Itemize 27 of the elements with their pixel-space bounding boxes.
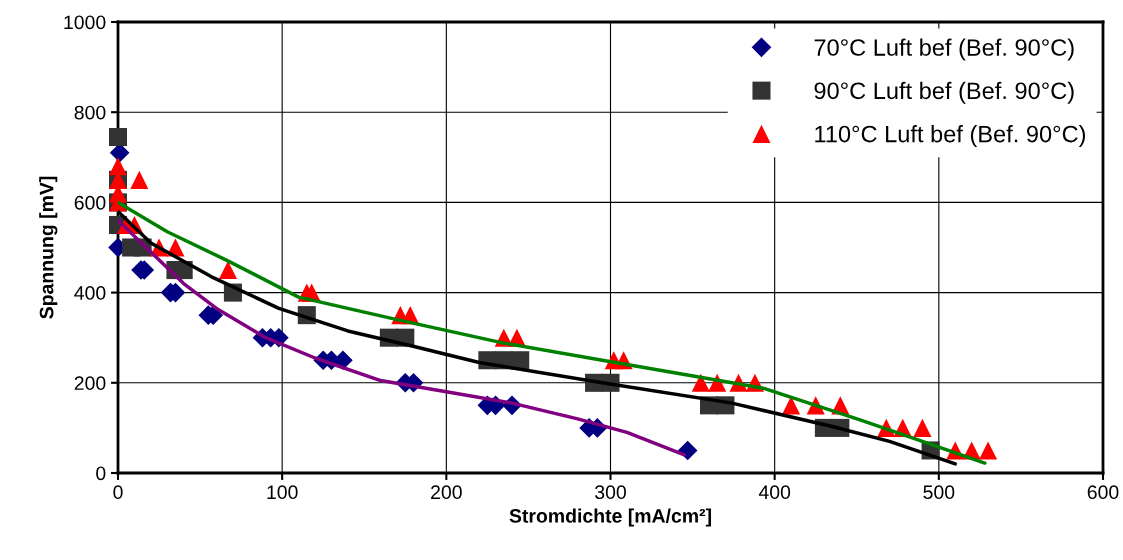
x-tick-label: 400 [758, 485, 791, 500]
point [979, 441, 998, 460]
x-tick-label: 600 [1087, 485, 1119, 500]
y-tick-label: 0 [96, 466, 106, 481]
y-tick-label: 400 [74, 286, 106, 300]
point [130, 170, 149, 189]
point [782, 396, 801, 415]
y-tick-label: 600 [74, 195, 106, 210]
x-tick-label: 300 [595, 485, 626, 500]
y-tick-label: 800 [74, 105, 106, 120]
legend-label: 110°C Luft bef (Bef. 90°C) [815, 125, 1086, 148]
point [677, 440, 698, 461]
point [108, 157, 128, 176]
x-tick-label: 500 [923, 485, 955, 500]
legend-label: 70°C Luft bef (Bef. 90°C) [814, 38, 1074, 61]
x-tick-label: 0 [113, 485, 123, 500]
point [913, 418, 932, 437]
x-tick-label: 200 [431, 485, 462, 500]
point [108, 127, 128, 147]
x-tick-label: 100 [267, 485, 298, 500]
y-tick-label: 200 [74, 376, 106, 391]
legend-label: 90°C Luft bef (Bef. 90°C) [814, 81, 1074, 104]
y-tick-label: 1000 [64, 15, 106, 30]
y-axis-title: Spannung [mV] [39, 176, 58, 319]
point [218, 261, 238, 280]
x-axis-title: Stromdichte [mA/cm²] [509, 508, 711, 527]
point [511, 351, 530, 370]
